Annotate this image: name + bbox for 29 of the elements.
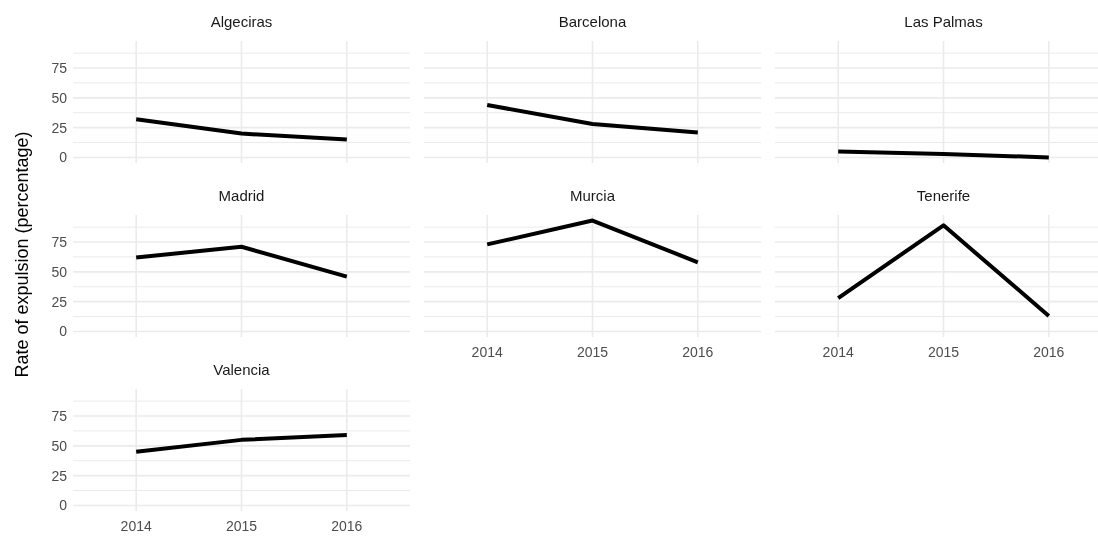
chart-title: Murcia — [569, 187, 616, 204]
chart-title: Algeciras — [210, 13, 273, 30]
chart-title: Las Palmas — [904, 13, 983, 30]
y-tick-label: 25 — [51, 467, 68, 484]
chart-title: Tenerife — [916, 187, 971, 204]
x-tick-label: 2016 — [1033, 344, 1065, 360]
x-tick-label: 2015 — [576, 344, 609, 360]
y-tick-label: 25 — [51, 119, 68, 136]
chart-title: Madrid — [218, 187, 265, 204]
x-tick-label: 2014 — [471, 344, 503, 360]
x-tick-label: 2014 — [120, 518, 152, 534]
y-tick-label: 25 — [51, 293, 68, 310]
y-tick-label: 75 — [51, 407, 68, 424]
y-tick-label: 50 — [51, 89, 68, 106]
x-tick-label: 2015 — [927, 344, 960, 360]
y-tick-label: 50 — [51, 263, 68, 280]
y-tick-label: 50 — [51, 437, 68, 454]
y-axis-title: Rate of expulsion (percentage) — [12, 131, 32, 378]
x-tick-label: 2014 — [822, 344, 854, 360]
chart-title: Valencia — [213, 361, 271, 378]
y-tick-label: 75 — [51, 233, 68, 250]
x-tick-label: 2016 — [682, 344, 714, 360]
x-tick-label: 2016 — [331, 518, 363, 534]
y-tick-label: 0 — [59, 497, 68, 514]
y-tick-label: 0 — [59, 149, 68, 166]
chart-title: Barcelona — [558, 13, 627, 30]
x-tick-label: 2015 — [225, 518, 258, 534]
y-tick-label: 75 — [51, 59, 68, 76]
y-tick-label: 0 — [59, 323, 68, 340]
